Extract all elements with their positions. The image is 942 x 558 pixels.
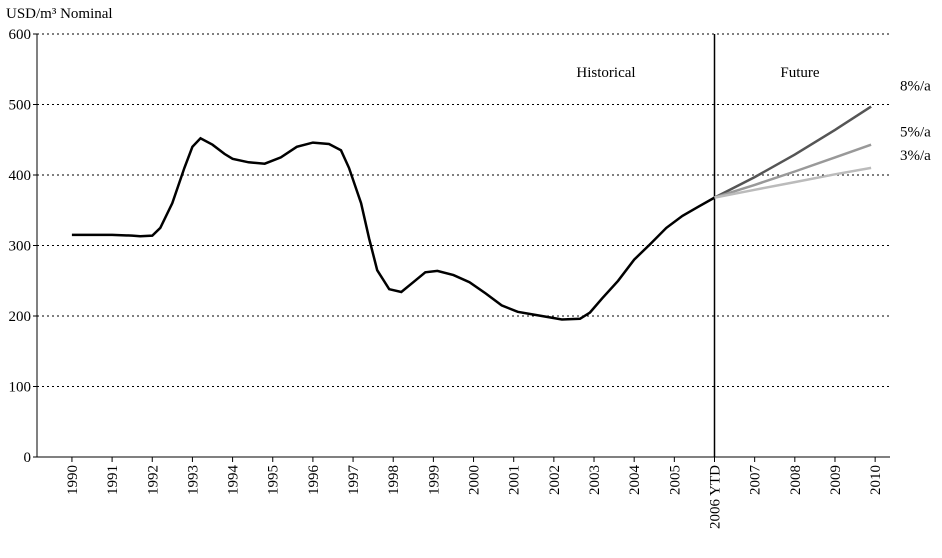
series-label: 8%/a <box>900 79 931 95</box>
x-tick-label: 1990 <box>65 465 81 495</box>
x-tick-label: 1995 <box>266 465 282 495</box>
x-tick-label: 1996 <box>306 465 322 496</box>
x-tick-label: 2008 <box>788 465 804 495</box>
line-series <box>714 166 872 199</box>
x-tick-label: 1999 <box>426 465 442 495</box>
x-tick-label: 2003 <box>587 465 603 495</box>
x-tick-label: 2001 <box>507 465 523 495</box>
y-axis-label: USD/m³ Nominal <box>6 6 113 22</box>
x-tick-label: 1993 <box>185 465 201 495</box>
series-label: 5%/a <box>900 125 931 141</box>
y-tick-label: 300 <box>9 239 32 255</box>
line-series <box>714 143 872 199</box>
x-tick-label: 1998 <box>386 465 402 495</box>
y-tick-label: 400 <box>9 168 32 184</box>
x-tick-label: 1992 <box>145 465 161 495</box>
x-tick-label: 2009 <box>828 465 844 495</box>
y-tick-label: 200 <box>9 309 32 325</box>
line-series <box>713 105 872 199</box>
x-tick-label: 2006 YTD <box>708 465 724 529</box>
series-label: 3%/a <box>900 148 931 164</box>
annotation: Future <box>780 65 820 81</box>
x-tick-label: 2007 <box>748 465 764 496</box>
y-tick-label: 0 <box>24 450 32 466</box>
annotation: Historical <box>576 65 635 81</box>
x-tick-label: 1997 <box>346 465 362 496</box>
line-series <box>71 136 716 321</box>
x-tick-label: 1994 <box>226 465 242 496</box>
x-tick-label: 2002 <box>547 465 563 495</box>
y-tick-label: 500 <box>9 98 32 114</box>
x-tick-label: 2000 <box>467 465 483 495</box>
y-tick-label: 600 <box>9 27 32 43</box>
x-tick-label: 2005 <box>667 465 683 495</box>
x-tick-label: 2010 <box>868 465 884 495</box>
y-tick-label: 100 <box>9 380 32 396</box>
x-tick-label: 2004 <box>627 465 643 496</box>
x-tick-label: 1991 <box>105 465 121 495</box>
